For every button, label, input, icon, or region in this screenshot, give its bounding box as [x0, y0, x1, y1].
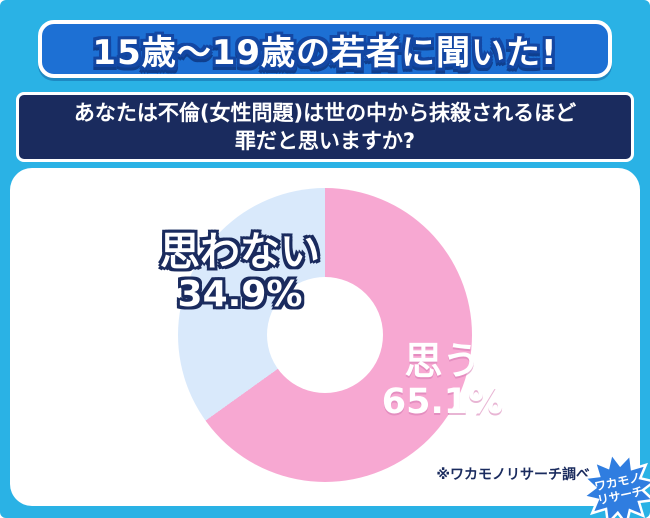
question-text-line2: 罪だと思いますか?	[234, 129, 416, 153]
answer-yes-text: 思う	[404, 339, 481, 383]
answer-yes-percentage: 65.1%	[381, 381, 504, 422]
wakamono-research-logo: ワカモノ リサーチ	[580, 450, 650, 518]
chart-panel: 思わない 34.9% 思う 65.1% ※ワカモノリサーチ調べ	[10, 168, 640, 506]
answer-label-no: 思わない 34.9%	[120, 230, 360, 315]
source-note: ※ワカモノリサーチ調べ	[436, 467, 590, 483]
page-title: 15歳〜19歳の若者に聞いた!	[92, 32, 558, 73]
answer-label-yes: 思う 65.1%	[335, 340, 550, 422]
logo-burst-inner	[586, 456, 650, 518]
answer-no-percentage: 34.9%	[177, 273, 303, 315]
answer-no-text: 思わない	[160, 229, 320, 275]
question-box: あなたは不倫(女性問題)は世の中から抹殺されるほど 罪だと思いますか?	[16, 92, 634, 162]
donut-hole	[267, 277, 383, 393]
donut-chart	[178, 188, 472, 482]
question-text-line1: あなたは不倫(女性問題)は世の中から抹殺されるほど	[73, 100, 577, 125]
title-banner: 15歳〜19歳の若者に聞いた!	[38, 20, 612, 78]
